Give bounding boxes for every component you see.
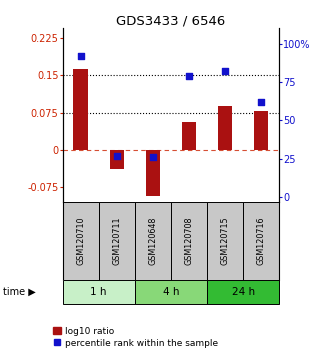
Bar bbox=[109, 150, 124, 169]
Legend: log10 ratio, percentile rank within the sample: log10 ratio, percentile rank within the … bbox=[51, 325, 220, 349]
Point bbox=[259, 99, 264, 105]
Bar bbox=[243, 202, 279, 280]
Text: GSM120710: GSM120710 bbox=[76, 216, 85, 265]
Bar bbox=[99, 202, 135, 280]
Bar bbox=[135, 202, 171, 280]
Bar bbox=[218, 106, 232, 150]
Bar bbox=[207, 202, 243, 280]
Bar bbox=[74, 69, 88, 150]
Text: 1 h: 1 h bbox=[91, 287, 107, 297]
Title: GDS3433 / 6546: GDS3433 / 6546 bbox=[116, 14, 226, 27]
Text: GSM120716: GSM120716 bbox=[257, 216, 266, 265]
Text: time ▶: time ▶ bbox=[3, 287, 36, 297]
Bar bbox=[182, 122, 196, 150]
Bar bbox=[63, 202, 99, 280]
Text: GSM120715: GSM120715 bbox=[221, 216, 230, 265]
Point bbox=[114, 153, 119, 159]
Point bbox=[187, 73, 192, 79]
Bar bbox=[171, 202, 207, 280]
Bar bbox=[135, 280, 207, 304]
Text: GSM120711: GSM120711 bbox=[112, 216, 121, 265]
Bar bbox=[63, 280, 135, 304]
Bar bbox=[146, 150, 160, 196]
Point bbox=[78, 53, 83, 59]
Text: 24 h: 24 h bbox=[231, 287, 255, 297]
Text: GSM120648: GSM120648 bbox=[148, 217, 157, 265]
Point bbox=[150, 154, 155, 160]
Text: GSM120708: GSM120708 bbox=[185, 216, 194, 265]
Bar bbox=[254, 111, 268, 150]
Text: 4 h: 4 h bbox=[163, 287, 179, 297]
Bar bbox=[207, 280, 279, 304]
Point bbox=[222, 68, 228, 74]
